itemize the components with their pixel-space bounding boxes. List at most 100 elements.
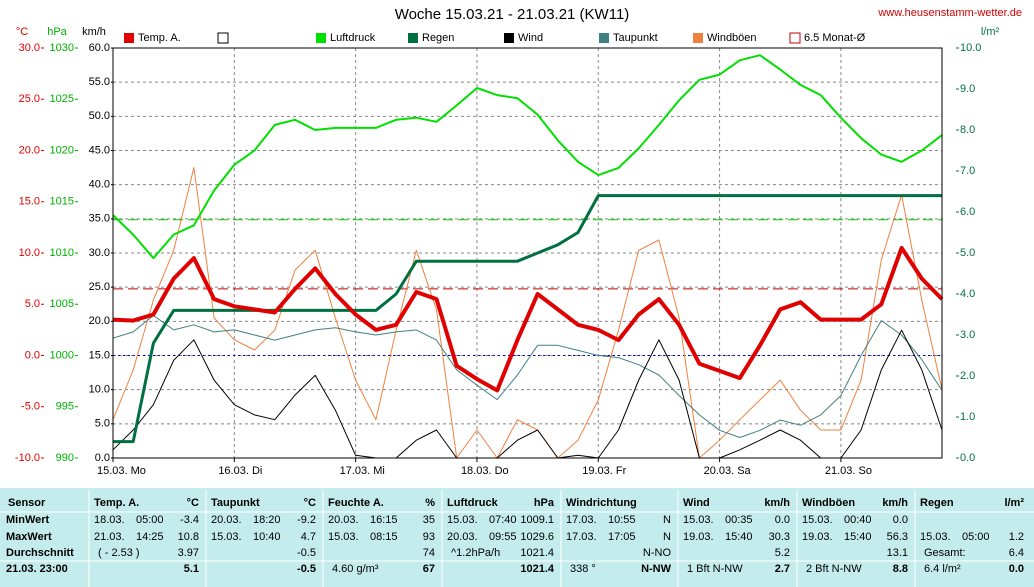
y-tick-label: 30.0	[89, 247, 110, 259]
cell-value: 5.1	[184, 563, 199, 575]
cell-date: 18.03.	[94, 514, 125, 526]
cell-value: 3.97	[178, 547, 199, 559]
cell-time: 10:55	[608, 514, 636, 526]
y-tick-label: 8.0	[960, 124, 975, 136]
y-tick-label: 50.0	[89, 110, 110, 122]
y-tick-label: 3.0	[960, 329, 975, 341]
cell-time: 14:25	[136, 531, 164, 543]
cell-value: 13.1	[887, 547, 908, 559]
column-header: Luftdruck	[447, 497, 499, 509]
cell-time: 15:40	[844, 531, 872, 543]
y-tick-label: 1005	[50, 298, 74, 310]
legend-label: Temp. A.	[138, 32, 181, 44]
cell-note: 2 Bft N-NW	[806, 563, 862, 575]
cell-time: 00:40	[844, 514, 872, 526]
y-tick-label: 25.0	[89, 281, 110, 293]
cell-value: -3.4	[180, 514, 199, 526]
y-tick-label: 60.0	[89, 42, 110, 54]
cell-date: 15.03.	[211, 531, 242, 543]
x-tick-label: 20.03. Sa	[704, 465, 752, 477]
row-label: 21.03. 23:00	[6, 563, 68, 575]
cell-note: 6.4 l/m²	[924, 563, 961, 575]
cell-note: Gesamt:	[924, 547, 966, 559]
cell-date: 19.03.	[802, 531, 833, 543]
y-tick-label: 25.0	[19, 93, 40, 105]
row-label: MinWert	[6, 514, 50, 526]
column-unit: °C	[304, 497, 316, 509]
cell-date: 15.03.	[328, 531, 359, 543]
cell-time: 07:40	[489, 514, 517, 526]
series-line	[112, 329, 943, 459]
y-tick-label: 15.0	[19, 196, 40, 208]
legend-label: Wind	[518, 32, 543, 44]
legend-label: Windböen	[707, 32, 757, 44]
cell-date: 15.03.	[920, 531, 951, 543]
column-unit: hPa	[534, 497, 555, 509]
column-unit: km/h	[882, 497, 908, 509]
legend-label: 6.5 Monat-Ø	[804, 32, 866, 44]
legend-swatch	[124, 33, 134, 43]
y-tick-label: 30.0	[19, 42, 40, 54]
cell-value: 1021.4	[520, 547, 554, 559]
y-tick-label: 0.0	[95, 452, 110, 464]
cell-value: N	[663, 514, 671, 526]
legend-swatch	[789, 32, 801, 44]
y-tick-label: 0.0	[25, 349, 40, 361]
cell-value: N	[663, 531, 671, 543]
y-tick-label: 995	[56, 401, 74, 413]
chart-title: Woche 15.03.21 - 21.03.21 (KW11)	[395, 6, 630, 23]
y-tick-label: 1025	[50, 93, 74, 105]
cell-value: 67	[423, 563, 435, 575]
source: www.heusenstamm-wetter.de	[877, 7, 1022, 19]
cell-value: 0.0	[1009, 563, 1024, 575]
y-tick-label: 1.0	[960, 411, 975, 423]
cell-time: 08:15	[370, 531, 398, 543]
legend-box-empty	[217, 32, 229, 44]
y-tick-label: -10.0	[15, 452, 40, 464]
cell-value: N-NW	[641, 563, 672, 575]
column-header: Temp. A.	[94, 497, 139, 509]
cell-value: 1021.4	[520, 563, 555, 575]
cell-date: 20.03.	[211, 514, 242, 526]
x-tick-label: 15.03. Mo	[97, 465, 146, 477]
y-tick-label: 10.0	[19, 247, 40, 259]
cell-note: 338 °	[570, 563, 596, 575]
cell-time: 16:15	[370, 514, 398, 526]
cell-time: 09:55	[489, 531, 517, 543]
legend-label: Luftdruck	[330, 32, 376, 44]
y-tick-label: 5.0	[25, 298, 40, 310]
axis-unit: hPa	[47, 26, 67, 38]
cell-value: -9.2	[297, 514, 316, 526]
cell-value: 35	[423, 514, 435, 526]
cell-note: ^1.2hPa/h	[451, 547, 500, 559]
column-unit: km/h	[764, 497, 790, 509]
cell-note: 4.60 g/m³	[332, 563, 379, 575]
legend-swatch	[408, 33, 418, 43]
y-tick-label: 5.0	[95, 418, 110, 430]
cell-value: 1.2	[1009, 531, 1024, 543]
cell-date: 17.03.	[566, 514, 597, 526]
series-line	[112, 167, 943, 459]
cell-note: ( - 2.53 )	[98, 547, 140, 559]
plot-frame	[112, 47, 943, 459]
legend-swatch	[693, 33, 703, 43]
column-header: Sensor	[8, 497, 46, 509]
cell-date: 20.03.	[447, 531, 478, 543]
y-tick-label: 1030	[50, 42, 74, 54]
legend-swatch	[599, 33, 609, 43]
y-tick-label: 10.0	[960, 42, 981, 54]
cell-value: 2.7	[775, 563, 790, 575]
series-line	[112, 54, 943, 260]
y-tick-label: 20.0	[19, 144, 40, 156]
legend-label: Regen	[422, 32, 454, 44]
cell-time: 00:35	[725, 514, 753, 526]
cell-time: 18:20	[253, 514, 281, 526]
axis-unit: km/h	[82, 26, 106, 38]
cell-date: 19.03.	[683, 531, 714, 543]
cell-value: N-NO	[643, 547, 672, 559]
y-tick-label: 1010	[50, 247, 74, 259]
axis-unit: °C	[16, 26, 28, 38]
row-label: MaxWert	[6, 531, 52, 543]
cell-value: 5.2	[775, 547, 790, 559]
series-line	[112, 315, 943, 438]
